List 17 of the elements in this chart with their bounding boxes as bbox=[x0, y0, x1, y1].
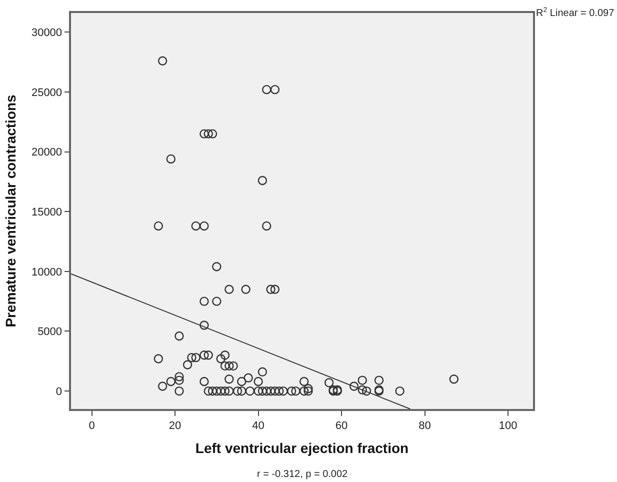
y-axis-title: Premature ventricular contractions bbox=[2, 94, 19, 328]
text: r = -0.312, p = 0.002 bbox=[257, 469, 348, 480]
y-tick-label: 20000 bbox=[31, 146, 62, 159]
y-tick-label: 30000 bbox=[31, 26, 62, 39]
x-tick-label: 40 bbox=[252, 420, 264, 432]
y-tick-label: 0 bbox=[56, 386, 62, 398]
x-tick-label: 100 bbox=[498, 420, 518, 432]
x-axis-title: Left ventricular ejection fraction bbox=[195, 440, 409, 456]
x-tick-label: 60 bbox=[335, 420, 348, 432]
x-tick-label: 0 bbox=[88, 420, 95, 432]
y-tick-label: 5000 bbox=[38, 326, 62, 338]
text: R$^{2}$ Linear = 0.097 bbox=[536, 7, 615, 20]
y-tick-label: 25000 bbox=[31, 86, 62, 99]
y-tick-label: 10000 bbox=[31, 266, 62, 278]
y-tick-label: 15000 bbox=[31, 206, 62, 218]
x-tick-label: 20 bbox=[168, 420, 182, 432]
x-tick-label: 80 bbox=[418, 420, 431, 432]
